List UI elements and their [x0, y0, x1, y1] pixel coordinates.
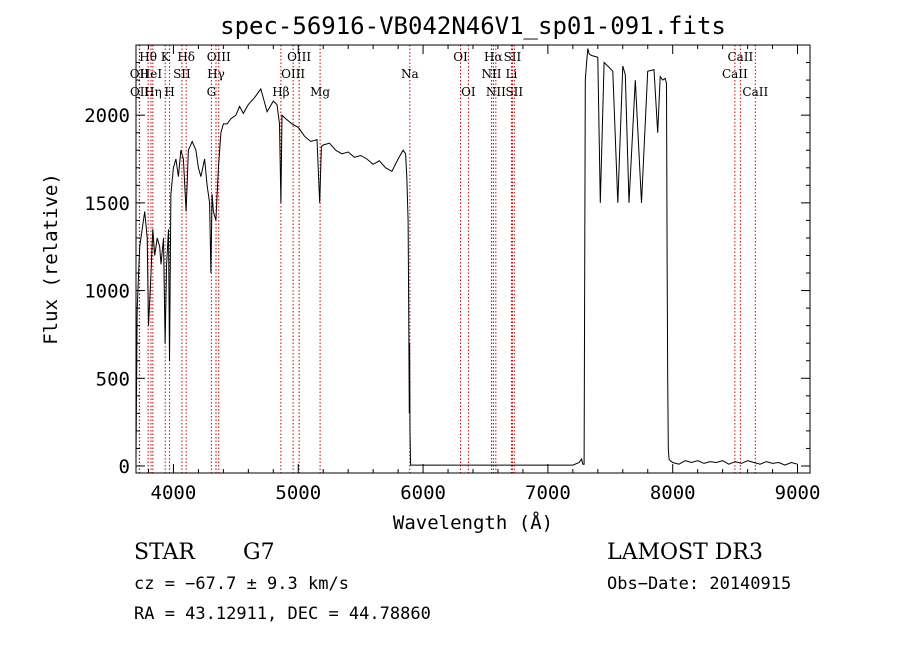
- axis-ticks: 4000 5000 6000 7000 8000 9000 0 500 1000 1500 2000: [84, 45, 820, 504]
- survey-name: LAMOST DR3: [607, 540, 763, 565]
- line-label-9: OIII: [207, 50, 231, 64]
- x-tick-label-4000: 4000: [151, 482, 197, 504]
- y-axis-label: Flux (relative): [40, 173, 62, 345]
- observation-date: Obs−Date: 20140915: [607, 574, 791, 594]
- line-label-16: Na: [401, 67, 419, 81]
- line-label-27: CaII: [742, 85, 768, 99]
- line-label-6: SII: [173, 67, 191, 81]
- line-label-12: Hβ: [272, 85, 289, 99]
- line-label-10: Hγ: [207, 67, 225, 81]
- line-label-26: CaII: [722, 67, 748, 81]
- redshift-velocity: cz = −67.7 ± 9.3 km/s: [134, 574, 349, 594]
- line-label-0: Hθ: [139, 50, 157, 64]
- line-label-15: Mg: [310, 85, 330, 99]
- spectrum-line: [135, 48, 798, 466]
- line-label-14: OIII: [281, 67, 305, 81]
- y-tick-label-1000: 1000: [84, 281, 130, 303]
- y-tick-label-500: 500: [96, 368, 130, 390]
- x-tick-label-6000: 6000: [400, 482, 446, 504]
- plot-frame: [135, 44, 811, 474]
- line-label-23: NII: [486, 85, 506, 99]
- line-label-13: OIII: [287, 50, 311, 64]
- line-label-21: NII: [481, 67, 501, 81]
- line-label-5: K: [161, 50, 171, 64]
- line-label-2: OII: [130, 85, 150, 99]
- line-label-7: H: [164, 85, 174, 99]
- object-subclass: G7: [243, 540, 275, 565]
- line-label-11: G: [207, 85, 217, 99]
- line-label-8: Hδ: [177, 50, 195, 64]
- x-tick-label-8000: 8000: [650, 482, 696, 504]
- x-axis-label: Wavelength (Å): [393, 511, 553, 534]
- y-tick-label-1500: 1500: [84, 193, 130, 215]
- line-label-20: SII: [504, 50, 522, 64]
- y-tick-label-2000: 2000: [84, 105, 130, 127]
- line-label-3: HeI: [140, 67, 163, 81]
- line-label-17: OI: [453, 50, 468, 64]
- y-tick-label-0: 0: [119, 456, 130, 478]
- line-label-4: Hη: [144, 85, 162, 99]
- chart-title: spec-56916-VB042N46V1_sp01-091.fits: [220, 12, 726, 40]
- line-label-1: OII: [130, 67, 150, 81]
- line-label-24: SII: [505, 85, 523, 99]
- line-label-19: Hα: [484, 50, 503, 64]
- spectral-line-markers: [138, 45, 756, 473]
- x-tick-label-9000: 9000: [775, 482, 821, 504]
- x-tick-label-7000: 7000: [525, 482, 571, 504]
- line-label-22: Li: [506, 67, 518, 81]
- object-class: STAR: [134, 540, 196, 565]
- line-label-25: CaII: [727, 50, 753, 64]
- ra-dec-coordinates: RA = 43.12911, DEC = 44.78860: [134, 604, 431, 624]
- x-tick-label-5000: 5000: [275, 482, 321, 504]
- line-label-18: OI: [461, 85, 476, 99]
